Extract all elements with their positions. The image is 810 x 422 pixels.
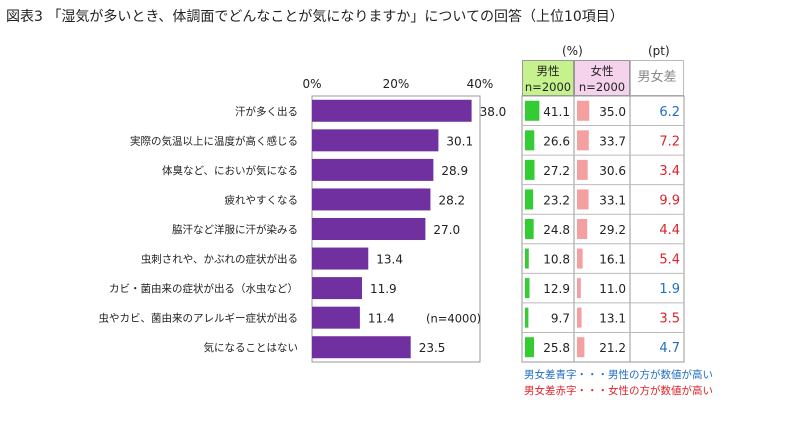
male-bar [525,337,535,358]
diff-value: 4.7 [659,341,680,356]
chart-title: 図表3 「湿気が多いとき、体調面でどんなことが気になりますか」についての回答（上… [6,6,624,26]
male-bar [525,130,535,151]
category-label: 体臭など、においが気になる [162,164,298,177]
diff-value: 3.5 [659,312,680,327]
sample-note: (n=4000) [426,312,481,326]
female-value: 13.1 [599,312,626,326]
male-value: 27.2 [543,164,570,178]
female-value: 11.0 [599,282,626,296]
diff-value: 7.2 [659,134,680,149]
category-label: 汗が多く出る [235,105,298,118]
male-header-n: n=2000 [524,80,572,94]
female-bar [577,100,590,121]
diff-value: 3.4 [659,164,680,179]
category-label: カビ・菌由来の症状が出る（水虫など） [109,282,298,295]
total-value-label: 28.9 [441,164,468,178]
female-header-n: n=2000 [578,80,626,94]
diff-value: 4.4 [659,223,680,238]
category-label: 虫刺されや、かぶれの症状が出る [141,253,298,266]
diff-value: 6.2 [659,105,680,120]
female-value: 35.0 [599,105,626,119]
female-bar [577,248,583,269]
male-bar [525,100,540,121]
total-value-label: 30.1 [446,134,473,148]
male-bar [525,159,535,180]
x-tick-label: 0% [302,77,321,91]
diff-value: 1.9 [659,282,680,297]
total-value-label: 23.5 [419,341,446,355]
female-bar [577,337,585,358]
category-label: 実際の気温以上に温度が高く感じる [130,134,298,147]
total-value-label: 38.0 [480,105,507,119]
male-value: 23.2 [543,193,570,207]
legend-red: 男女差赤字・・・女性の方が数値が高い [524,385,713,397]
title-text: 「湿気が多いとき、体調面でどんなことが気になりますか」についての回答（上位10項… [47,9,624,25]
male-bar [525,248,529,269]
table-frame [521,95,685,363]
points-unit: (pt) [648,44,670,58]
total-bar [312,247,369,270]
female-bar [577,278,581,299]
female-bar [577,307,582,328]
male-bar [525,307,529,328]
female-bar [577,130,589,151]
legend-blue: 男女差青字・・・男性の方が数値が高い [524,369,713,381]
diff-header-label: 男女差 [637,70,677,85]
total-value-label: 27.0 [433,223,460,237]
total-bar [312,277,362,300]
total-value-label: 11.9 [370,282,397,296]
category-label: 虫やカビ、菌由来のアレルギー症状が出る [99,312,299,325]
x-tick-label: 40% [467,77,494,91]
percent-unit: (%) [562,44,583,58]
category-label: 気になることはない [204,341,299,354]
male-value: 26.6 [543,134,570,148]
total-value-label: 28.2 [438,193,465,207]
total-value-label: 11.4 [368,312,395,326]
total-bar [312,188,431,211]
female-header-label: 女性 [590,64,614,78]
male-value: 9.7 [551,312,570,326]
category-label: 脇汗など洋服に汗が染みる [172,223,298,236]
female-value: 16.1 [599,253,626,267]
diff-value: 9.9 [659,193,680,208]
male-value: 24.8 [543,223,570,237]
male-bar [525,219,534,239]
total-bar [312,336,411,359]
figure-label: 図表3 [6,9,43,25]
x-tick-label: 20% [383,77,410,91]
male-header: 男性 n=2000 [522,60,574,96]
male-value: 41.1 [543,105,570,119]
male-bar [525,278,530,299]
total-bar [312,99,472,122]
female-value: 33.1 [599,193,626,207]
female-value: 29.2 [599,223,626,237]
female-value: 21.2 [599,341,626,355]
total-bar [312,158,434,181]
diff-value: 5.4 [659,253,680,268]
male-bar [525,189,534,210]
total-bar [312,306,360,329]
female-bar [577,159,588,180]
total-bar [312,218,426,240]
female-value: 33.7 [599,134,626,148]
male-value: 10.8 [543,253,570,267]
male-value: 25.8 [543,341,570,355]
female-value: 30.6 [599,164,626,178]
male-value: 12.9 [543,282,570,296]
female-bar [577,219,588,239]
male-header-label: 男性 [536,64,560,78]
total-bar [312,129,439,152]
total-value-label: 13.4 [376,253,403,267]
category-label: 疲れやすくなる [225,193,299,206]
female-bar [577,189,589,210]
